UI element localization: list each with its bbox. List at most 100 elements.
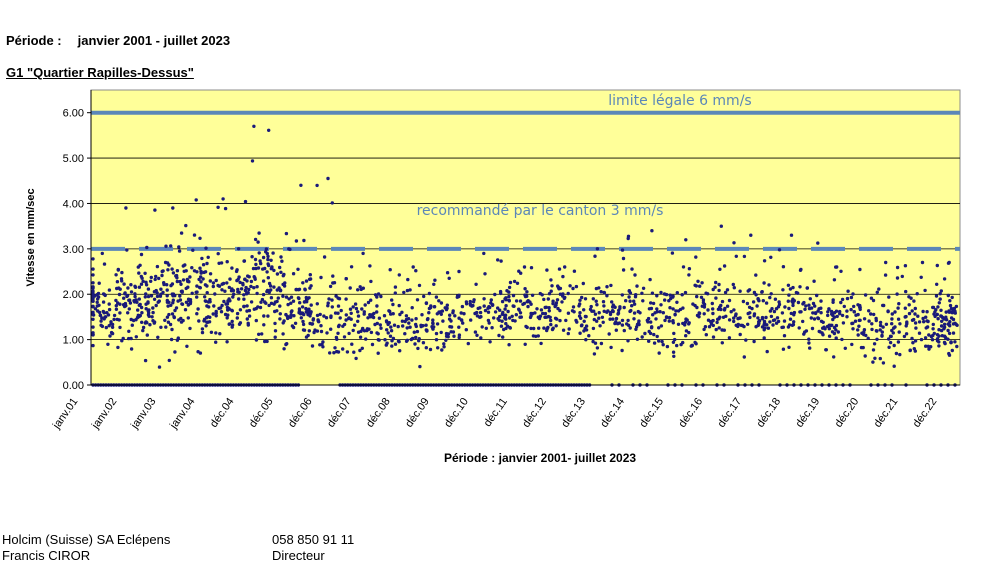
data-point bbox=[870, 327, 874, 332]
data-point bbox=[204, 246, 208, 250]
data-point bbox=[909, 296, 913, 300]
data-point bbox=[558, 318, 562, 323]
data-point bbox=[153, 208, 157, 212]
data-point bbox=[146, 294, 151, 299]
data-point bbox=[932, 331, 936, 336]
data-point bbox=[226, 313, 230, 317]
data-point bbox=[203, 270, 208, 274]
data-point bbox=[549, 278, 553, 282]
data-point bbox=[122, 304, 127, 309]
data-point bbox=[205, 304, 209, 308]
data-point bbox=[120, 270, 124, 275]
data-point bbox=[265, 270, 269, 274]
data-point bbox=[657, 351, 661, 355]
data-point bbox=[482, 251, 486, 256]
data-point bbox=[594, 299, 598, 303]
data-point bbox=[605, 294, 609, 298]
data-point bbox=[160, 269, 164, 274]
data-point bbox=[286, 316, 290, 321]
data-point bbox=[236, 247, 241, 251]
data-point bbox=[91, 317, 95, 321]
data-point bbox=[850, 342, 854, 347]
data-point bbox=[732, 308, 736, 312]
data-point bbox=[212, 304, 216, 308]
threshold-label: recommandé par le canton 3 mm/s bbox=[417, 203, 664, 219]
data-point bbox=[823, 327, 827, 331]
data-point bbox=[137, 314, 141, 319]
data-point bbox=[766, 326, 771, 330]
data-point bbox=[523, 342, 527, 346]
data-point bbox=[856, 333, 860, 337]
data-point bbox=[235, 311, 240, 316]
x-tick-label: janv.01 bbox=[50, 396, 80, 432]
data-point bbox=[104, 325, 109, 330]
data-point bbox=[574, 284, 579, 289]
data-point bbox=[947, 331, 952, 336]
data-point bbox=[657, 339, 661, 343]
data-point bbox=[462, 312, 466, 316]
data-point bbox=[780, 311, 785, 315]
data-point bbox=[134, 335, 138, 339]
x-tick-label: déc.12 bbox=[520, 396, 549, 430]
data-point bbox=[673, 337, 677, 342]
data-point bbox=[177, 249, 182, 253]
data-point bbox=[208, 272, 213, 276]
data-point bbox=[143, 295, 147, 299]
data-point bbox=[732, 316, 736, 320]
data-point bbox=[875, 329, 879, 333]
data-point bbox=[813, 311, 818, 315]
data-point bbox=[591, 339, 595, 344]
data-point bbox=[707, 325, 712, 329]
data-point bbox=[687, 322, 691, 326]
data-point bbox=[722, 264, 727, 268]
data-point bbox=[200, 327, 205, 331]
data-point bbox=[110, 325, 115, 329]
data-point bbox=[637, 319, 641, 323]
data-point bbox=[663, 298, 667, 302]
data-point bbox=[769, 255, 773, 259]
data-point bbox=[624, 299, 628, 303]
data-point bbox=[761, 299, 765, 303]
data-point bbox=[483, 272, 487, 276]
data-point bbox=[155, 294, 160, 299]
data-point bbox=[464, 328, 468, 332]
data-point bbox=[884, 322, 889, 326]
data-point bbox=[339, 308, 343, 313]
data-point bbox=[165, 294, 169, 298]
data-point bbox=[375, 295, 379, 299]
data-point bbox=[236, 287, 240, 292]
data-point bbox=[931, 322, 935, 327]
data-point bbox=[694, 342, 698, 346]
data-point bbox=[376, 332, 380, 336]
data-point bbox=[300, 305, 305, 309]
data-point bbox=[301, 281, 305, 285]
data-point bbox=[627, 295, 631, 299]
data-point bbox=[319, 324, 323, 328]
data-point bbox=[205, 284, 209, 288]
data-point bbox=[225, 340, 229, 344]
data-point bbox=[227, 322, 231, 326]
data-point bbox=[144, 307, 148, 311]
data-point bbox=[451, 330, 456, 334]
data-point bbox=[700, 281, 704, 285]
data-point bbox=[183, 308, 188, 312]
data-point bbox=[871, 360, 875, 364]
data-point bbox=[867, 309, 871, 313]
data-point bbox=[751, 300, 756, 304]
data-point bbox=[609, 345, 613, 350]
data-point bbox=[635, 284, 639, 288]
data-point bbox=[272, 302, 276, 306]
data-point bbox=[163, 318, 167, 322]
data-point bbox=[512, 279, 517, 284]
data-point bbox=[942, 340, 947, 345]
data-point bbox=[397, 340, 401, 344]
data-point bbox=[281, 332, 285, 336]
data-point bbox=[717, 282, 721, 287]
data-point bbox=[434, 295, 439, 299]
data-point bbox=[154, 288, 158, 293]
data-point bbox=[413, 342, 417, 346]
data-point bbox=[777, 300, 781, 304]
data-point bbox=[227, 285, 231, 290]
period-value: janvier 2001 - juillet 2023 bbox=[77, 33, 231, 48]
data-point bbox=[112, 317, 116, 322]
